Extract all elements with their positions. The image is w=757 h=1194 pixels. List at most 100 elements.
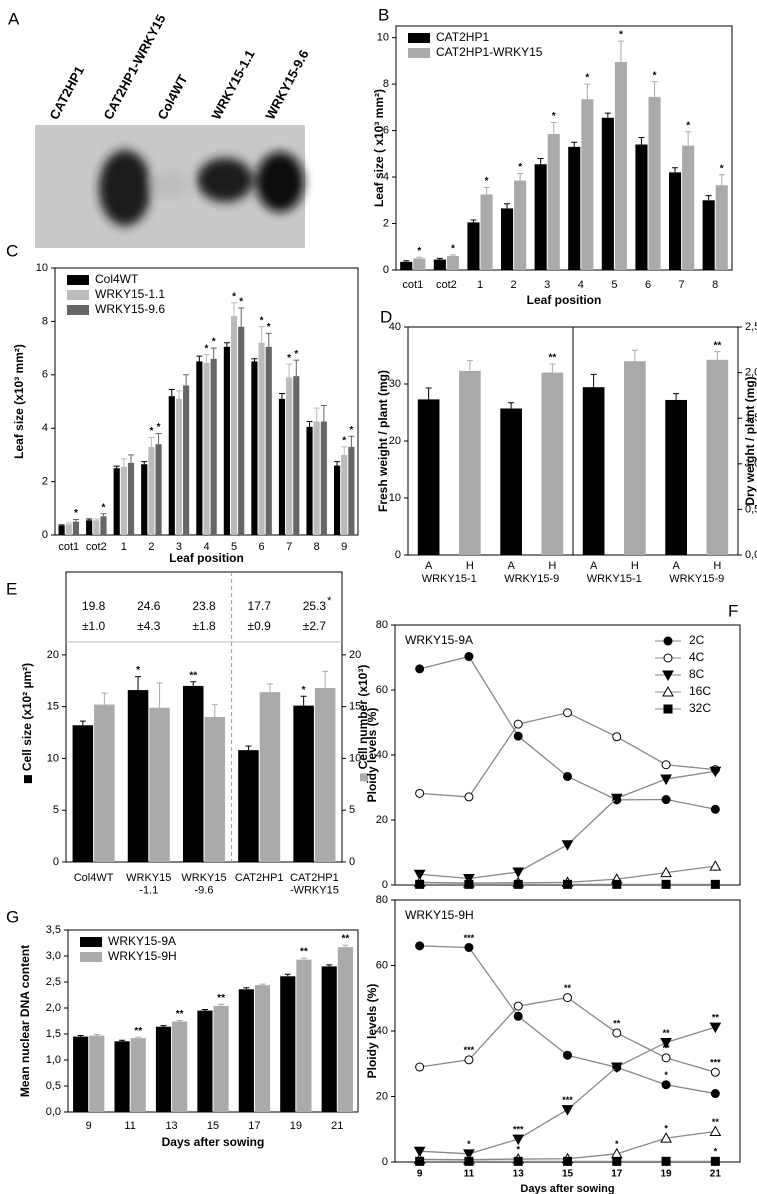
legend-swatch [408, 48, 430, 58]
significance-label: * [205, 343, 209, 354]
error-bar [190, 681, 197, 686]
bar [238, 989, 254, 1112]
x-tick-label: H [548, 560, 556, 572]
error-bar [245, 745, 252, 751]
y-tick-label: 40 [389, 321, 401, 333]
y-tick-label: 20 [47, 649, 59, 661]
y-tick-label: 0,5 [46, 1080, 61, 1092]
summary-mean: 17.7 [248, 599, 272, 613]
error-bar [293, 359, 300, 377]
y-axis-swatch [24, 775, 32, 784]
significance-label: * [232, 291, 236, 302]
legend-label: 32C [689, 701, 711, 715]
error-bar [425, 387, 432, 400]
point [661, 795, 671, 805]
bar [130, 1038, 146, 1112]
error-bar [466, 360, 473, 371]
significance-label: * [552, 111, 556, 122]
y-tick-label: 30 [389, 378, 401, 390]
group-label: WRKY15-1 [587, 573, 642, 585]
y-tick-label: 1,5 [46, 1028, 61, 1040]
summary-error: ±2.7 [303, 619, 327, 633]
legend-swatch [67, 275, 89, 285]
point [464, 1156, 474, 1166]
bar [446, 256, 460, 270]
x-tick-label: 3 [176, 541, 182, 553]
bar [155, 444, 162, 535]
bar [168, 396, 175, 535]
bar [702, 200, 715, 270]
y-axis-label: Fresh weight / plant (mg) [376, 370, 390, 512]
error-bar [278, 392, 285, 399]
bar [715, 185, 728, 270]
error-bar [101, 692, 108, 705]
y-tick-label: 20 [349, 649, 361, 661]
bar [196, 361, 203, 535]
error-bar [685, 131, 692, 146]
x-tick-label: 15 [562, 1169, 574, 1180]
y-tick-label: 0 [53, 856, 59, 868]
x-tick-label: cot1 [58, 541, 79, 553]
y-axis-label: Cell number (x10³) [356, 665, 370, 770]
x-tick-label: 13 [513, 1169, 525, 1180]
significance-label: ** [217, 993, 225, 1004]
x-tick-label: WRKY15 -9.6 [181, 872, 226, 897]
x-tick-label: cot1 [402, 279, 423, 291]
point [513, 1001, 523, 1011]
y-tick-label: 5 [349, 804, 355, 816]
bar [230, 316, 238, 535]
y-tick-label: 0 [395, 549, 401, 561]
bar [175, 398, 183, 535]
bar [306, 426, 313, 535]
x-tick-label: 8 [314, 541, 320, 553]
bar [413, 258, 426, 270]
point [709, 860, 722, 871]
bar [254, 985, 271, 1112]
summary-error: ±1.8 [192, 619, 216, 633]
error-bar [259, 983, 266, 986]
point [513, 731, 523, 741]
bar [65, 524, 72, 535]
significance-label: ** [663, 1043, 671, 1053]
error-bar [306, 421, 313, 427]
x-tick-label: WRKY15 -1.1 [126, 872, 171, 897]
point [710, 1089, 720, 1099]
legend-marker [663, 636, 673, 646]
point [464, 879, 474, 889]
point [710, 1156, 720, 1166]
legend-marker [662, 670, 674, 682]
bar [348, 446, 355, 535]
bar [296, 959, 312, 1112]
y-tick-label: 20 [389, 435, 401, 447]
panel-letter: B [378, 5, 389, 24]
bar [141, 464, 148, 535]
x-tick-label: 8 [712, 279, 718, 291]
bar [259, 692, 281, 862]
chart-title: WRKY15-9A [405, 633, 473, 647]
summary-annotation: * [327, 595, 332, 607]
bar [459, 370, 481, 555]
point [513, 879, 523, 889]
x-tick-label: 2 [148, 541, 154, 553]
significance-label: * [619, 30, 623, 41]
x-tick-label: H [631, 560, 639, 572]
lane-label: WRKY15-9.6 [262, 47, 311, 122]
panel-letter: F [728, 601, 738, 620]
significance-label: ** [300, 947, 308, 958]
summary-mean: 19.8 [82, 599, 106, 613]
error-bar [266, 683, 273, 693]
y-tick-label: 10 [349, 752, 361, 764]
y-tick-label: 20 [376, 814, 388, 826]
y-tick-label: 2,5 [745, 321, 757, 333]
error-bar [651, 81, 658, 97]
significance-label: * [451, 244, 455, 255]
legend-swatch [80, 952, 102, 962]
y-tick-label: 4 [42, 422, 48, 434]
bar [94, 704, 115, 862]
error-bar [265, 332, 272, 347]
bar [204, 717, 226, 862]
bar [280, 976, 296, 1112]
panel-letter: D [380, 307, 392, 326]
significance-label: ** [613, 1018, 621, 1028]
error-bar [322, 670, 329, 688]
